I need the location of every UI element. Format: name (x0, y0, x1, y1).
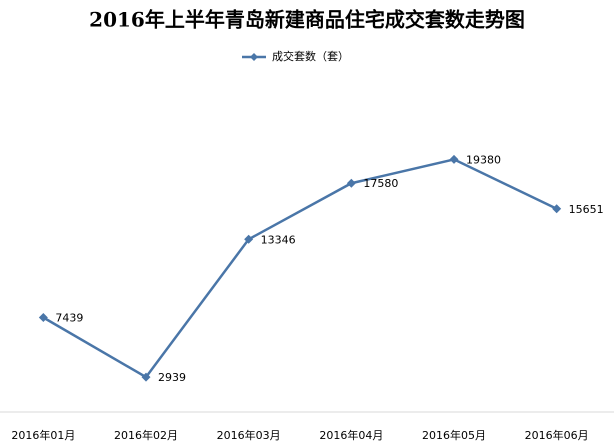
x-tick-label: 2016年05月 (422, 428, 486, 442)
data-point (244, 234, 254, 244)
data-label: 19380 (466, 153, 501, 166)
data-point (346, 178, 356, 188)
data-label: 15651 (569, 203, 604, 216)
legend-label: 成交套数（套） (272, 49, 349, 63)
x-tick-label: 2016年04月 (319, 428, 383, 442)
data-label: 2939 (158, 371, 186, 384)
chart-title: 2016年上半年青岛新建商品住宅成交套数走势图 (89, 8, 525, 32)
series-line (42, 158, 558, 379)
legend-marker (250, 53, 258, 61)
data-point (449, 154, 459, 164)
x-tick-label: 2016年06月 (525, 428, 589, 442)
x-tick-label: 2016年02月 (114, 428, 178, 442)
data-label: 7439 (55, 312, 83, 325)
data-point (141, 372, 151, 382)
x-tick-label: 2016年03月 (217, 428, 281, 442)
data-point (38, 313, 48, 323)
x-tick-label: 2016年01月 (11, 428, 75, 442)
data-label: 13346 (261, 233, 296, 246)
data-label: 17580 (363, 177, 398, 190)
data-point (552, 204, 562, 214)
